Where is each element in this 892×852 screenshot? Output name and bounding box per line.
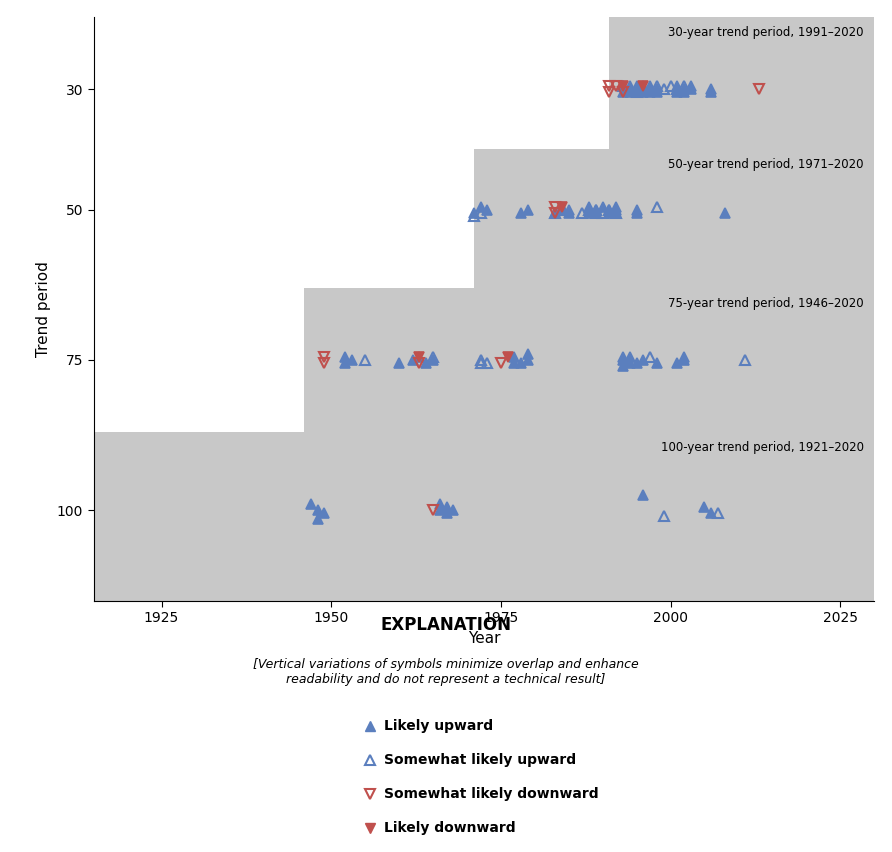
Text: [Vertical variations of symbols minimize overlap and enhance
readability and do : [Vertical variations of symbols minimize… (253, 658, 639, 686)
Text: 100-year trend period, 1921–2020: 100-year trend period, 1921–2020 (661, 441, 864, 454)
Bar (94, 432, 874, 601)
Text: Likely upward: Likely upward (384, 719, 492, 733)
Bar (304, 288, 874, 432)
X-axis label: Year: Year (467, 630, 500, 646)
Text: Somewhat likely downward: Somewhat likely downward (384, 786, 599, 801)
Bar (474, 149, 874, 288)
Y-axis label: Trend period: Trend period (37, 261, 52, 357)
Bar (609, 17, 874, 149)
Text: 75-year trend period, 1946–2020: 75-year trend period, 1946–2020 (668, 296, 864, 310)
Text: Somewhat likely upward: Somewhat likely upward (384, 752, 575, 767)
Text: 50-year trend period, 1971–2020: 50-year trend period, 1971–2020 (668, 158, 864, 171)
Text: EXPLANATION: EXPLANATION (381, 617, 511, 635)
Text: Likely downward: Likely downward (384, 820, 516, 835)
Text: 30-year trend period, 1991–2020: 30-year trend period, 1991–2020 (668, 26, 864, 39)
